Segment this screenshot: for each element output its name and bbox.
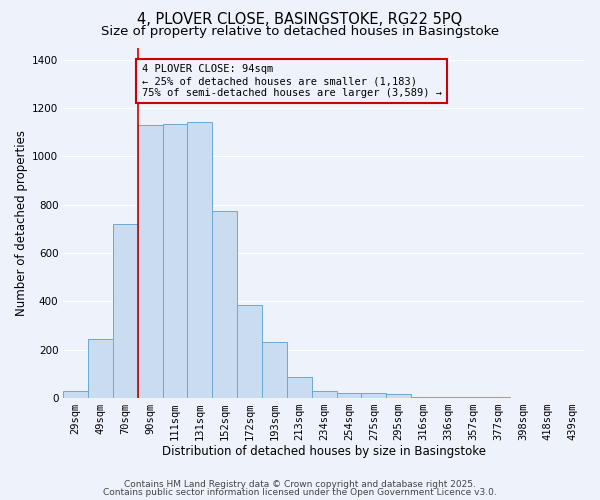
Bar xyxy=(163,124,187,398)
Bar xyxy=(113,224,138,398)
X-axis label: Distribution of detached houses by size in Basingstoke: Distribution of detached houses by size … xyxy=(162,444,486,458)
Text: Contains HM Land Registry data © Crown copyright and database right 2025.: Contains HM Land Registry data © Crown c… xyxy=(124,480,476,489)
Bar xyxy=(212,210,237,398)
Text: Size of property relative to detached houses in Basingstoke: Size of property relative to detached ho… xyxy=(101,25,499,38)
Text: Contains public sector information licensed under the Open Government Licence v3: Contains public sector information licen… xyxy=(103,488,497,497)
Bar xyxy=(436,397,461,398)
Bar xyxy=(237,305,262,398)
Y-axis label: Number of detached properties: Number of detached properties xyxy=(15,130,28,316)
Bar xyxy=(63,390,88,398)
Bar xyxy=(361,393,386,398)
Text: 4 PLOVER CLOSE: 94sqm
← 25% of detached houses are smaller (1,183)
75% of semi-d: 4 PLOVER CLOSE: 94sqm ← 25% of detached … xyxy=(142,64,442,98)
Bar xyxy=(312,390,337,398)
Bar xyxy=(461,397,485,398)
Bar xyxy=(386,394,411,398)
Bar xyxy=(262,342,287,398)
Bar xyxy=(88,339,113,398)
Bar xyxy=(411,397,436,398)
Bar xyxy=(337,393,361,398)
Bar xyxy=(287,378,312,398)
Bar xyxy=(485,397,511,398)
Bar xyxy=(187,122,212,398)
Bar xyxy=(138,125,163,398)
Text: 4, PLOVER CLOSE, BASINGSTOKE, RG22 5PQ: 4, PLOVER CLOSE, BASINGSTOKE, RG22 5PQ xyxy=(137,12,463,28)
